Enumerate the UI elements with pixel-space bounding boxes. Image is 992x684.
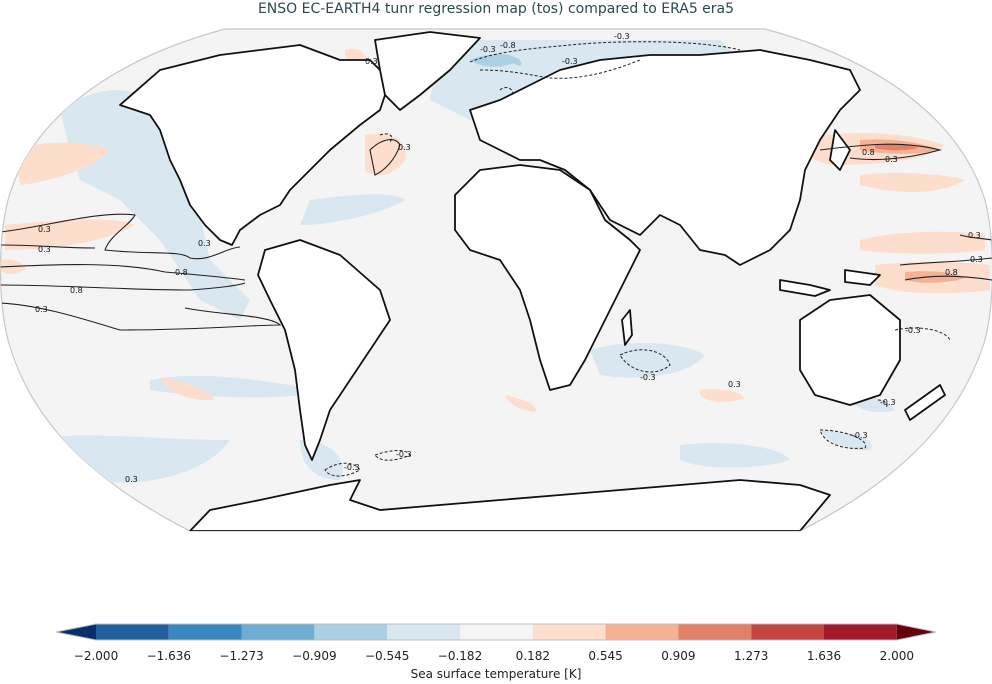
colorbar-segment-9 <box>678 624 752 640</box>
svg-text:-0.3: -0.3 <box>396 450 412 459</box>
svg-text:0.8: 0.8 <box>945 268 958 277</box>
svg-text:0.3: 0.3 <box>38 245 51 254</box>
colorbar-tick: 0.545 <box>588 649 623 663</box>
svg-text:0.3: 0.3 <box>198 239 211 248</box>
svg-text:-0.8: -0.8 <box>500 41 516 50</box>
colorbar-extend-high <box>896 624 936 640</box>
svg-text:-0.3: -0.3 <box>614 32 630 41</box>
colorbar <box>55 623 937 641</box>
svg-text:0.3: 0.3 <box>38 225 51 234</box>
svg-text:0.3: 0.3 <box>728 380 741 389</box>
colorbar-extend-low <box>56 624 96 640</box>
svg-text:-0.3: -0.3 <box>480 45 496 54</box>
svg-text:0.8: 0.8 <box>862 148 875 157</box>
colorbar-label: Sea surface temperature [K] <box>410 667 582 681</box>
colorbar-segment-1 <box>96 624 169 640</box>
colorbar-tick: −0.545 <box>364 649 410 663</box>
colorbar-segment-2 <box>168 624 242 640</box>
svg-text:0.3: 0.3 <box>35 305 48 314</box>
world-map: 0.3 0.3 0.8 0.8 0.3 0.3 0.8 0.3 0.3 0.3 … <box>0 28 992 532</box>
colorbar-tick: 1.273 <box>734 649 769 663</box>
svg-text:0.3: 0.3 <box>885 155 898 164</box>
colorbar-segment-7 <box>532 624 606 640</box>
colorbar-tick: −1.636 <box>146 649 192 663</box>
colorbar-tick: −2.000 <box>73 649 119 663</box>
svg-text:0.3: 0.3 <box>968 231 981 240</box>
svg-text:-0.3: -0.3 <box>880 398 896 407</box>
svg-text:0.8: 0.8 <box>175 268 188 277</box>
colorbar-segment-6 <box>460 624 533 640</box>
chart-title: ENSO EC-EARTH4 tunr regression map (tos)… <box>257 1 735 17</box>
colorbar-segment-5 <box>387 624 460 640</box>
colorbar-segment-3 <box>241 624 315 640</box>
colorbar-tick: 0.909 <box>661 649 696 663</box>
svg-text:0.3: 0.3 <box>398 143 411 152</box>
svg-text:0.3: 0.3 <box>365 57 378 66</box>
colorbar-tick: −0.182 <box>437 649 483 663</box>
svg-text:-0.3: -0.3 <box>344 463 360 472</box>
svg-text:0.3: 0.3 <box>970 255 983 264</box>
colorbar-segment-10 <box>751 624 824 640</box>
svg-text:0.8: 0.8 <box>70 286 83 295</box>
colorbar-tick: −1.273 <box>219 649 264 663</box>
colorbar-segment-8 <box>605 624 679 640</box>
colorbar-tick: 1.636 <box>806 649 842 663</box>
svg-text:-0.3: -0.3 <box>562 57 578 66</box>
svg-text:-0.3: -0.3 <box>640 373 656 382</box>
svg-text:-0.3: -0.3 <box>852 431 868 440</box>
svg-text:0.3: 0.3 <box>125 475 138 484</box>
colorbar-segment-11 <box>824 624 897 640</box>
colorbar-tick: 2.000 <box>879 649 914 663</box>
colorbar-tick: 0.182 <box>515 649 550 663</box>
svg-text:-0.3: -0.3 <box>905 326 921 335</box>
colorbar-tick: −0.909 <box>292 649 337 663</box>
colorbar-segment-4 <box>314 624 388 640</box>
